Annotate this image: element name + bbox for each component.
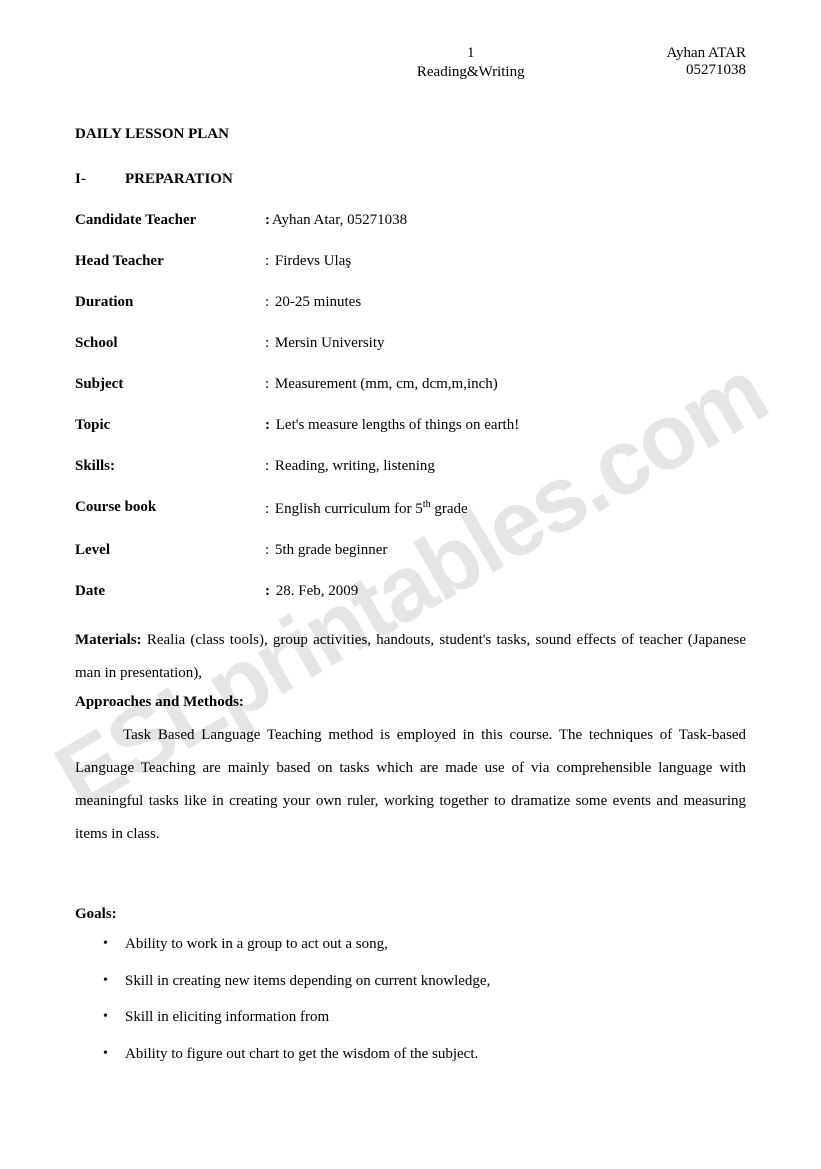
approaches-body: Task Based Language Teaching method is e… xyxy=(75,719,746,851)
goals-title: Goals: xyxy=(75,906,746,923)
level-value: : 5th grade beginner xyxy=(265,542,746,559)
header-teacher-id: 05271038 xyxy=(666,62,746,79)
document-content: 1 Reading&Writing Ayhan ATAR 05271038 DA… xyxy=(75,45,746,1065)
materials-block: Materials: Realia (class tools), group a… xyxy=(75,624,746,690)
candidate-value: :Ayhan Atar, 05271038 xyxy=(265,212,746,229)
school-label: School xyxy=(75,335,265,352)
level-label: Level xyxy=(75,542,265,559)
goals-item: Skill in creating new items depending on… xyxy=(125,970,746,993)
date-label: Date xyxy=(75,583,265,600)
header-right: Ayhan ATAR 05271038 xyxy=(666,45,746,79)
header-center: 1 Reading&Writing xyxy=(75,45,666,81)
document-title: DAILY LESSON PLAN xyxy=(75,126,746,143)
field-topic: Topic : Let's measure lengths of things … xyxy=(75,417,746,434)
goals-item: Ability to work in a group to act out a … xyxy=(125,933,746,956)
school-value: : Mersin University xyxy=(265,335,746,352)
goals-block: Goals: Ability to work in a group to act… xyxy=(75,906,746,1065)
roman-numeral: I- xyxy=(75,171,125,188)
skills-value: : Reading, writing, listening xyxy=(265,458,746,475)
subject-label: Subject xyxy=(75,376,265,393)
header-teacher-name: Ayhan ATAR xyxy=(666,45,746,62)
subject-value: : Measurement (mm, cm, dcm,m,inch) xyxy=(265,376,746,393)
field-skills: Skills: : Reading, writing, listening xyxy=(75,458,746,475)
duration-label: Duration xyxy=(75,294,265,311)
head-value: : Firdevs Ulaş xyxy=(265,253,746,270)
course-label: Course book xyxy=(75,499,265,518)
goals-item: Ability to figure out chart to get the w… xyxy=(125,1043,746,1066)
approaches-title: Approaches and Methods: xyxy=(75,694,746,711)
field-school: School : Mersin University xyxy=(75,335,746,352)
materials-label: Materials: xyxy=(75,632,142,648)
field-duration: Duration : 20-25 minutes xyxy=(75,294,746,311)
skills-label: Skills: xyxy=(75,458,265,475)
materials-text: Realia (class tools), group activities, … xyxy=(75,632,746,681)
section-preparation: I-PREPARATION xyxy=(75,171,746,188)
section-label: PREPARATION xyxy=(125,171,233,187)
field-course-book: Course book : English curriculum for 5th… xyxy=(75,499,746,518)
field-level: Level : 5th grade beginner xyxy=(75,542,746,559)
field-date: Date : 28. Feb, 2009 xyxy=(75,583,746,600)
page-number: 1 xyxy=(275,45,666,62)
field-subject: Subject : Measurement (mm, cm, dcm,m,inc… xyxy=(75,376,746,393)
document-header: 1 Reading&Writing Ayhan ATAR 05271038 xyxy=(75,45,746,81)
head-label: Head Teacher xyxy=(75,253,265,270)
field-head-teacher: Head Teacher : Firdevs Ulaş xyxy=(75,253,746,270)
header-subtitle: Reading&Writing xyxy=(275,64,666,81)
duration-value: : 20-25 minutes xyxy=(265,294,746,311)
goals-item: Skill in eliciting information from xyxy=(125,1006,746,1029)
topic-label: Topic xyxy=(75,417,265,434)
candidate-label: Candidate Teacher xyxy=(75,212,265,229)
course-value: : English curriculum for 5th grade xyxy=(265,499,746,518)
goals-list: Ability to work in a group to act out a … xyxy=(75,933,746,1065)
date-value: : 28. Feb, 2009 xyxy=(265,583,746,600)
approaches-block: Approaches and Methods: Task Based Langu… xyxy=(75,694,746,851)
topic-value: : Let's measure lengths of things on ear… xyxy=(265,417,746,434)
field-candidate: Candidate Teacher :Ayhan Atar, 05271038 xyxy=(75,212,746,229)
